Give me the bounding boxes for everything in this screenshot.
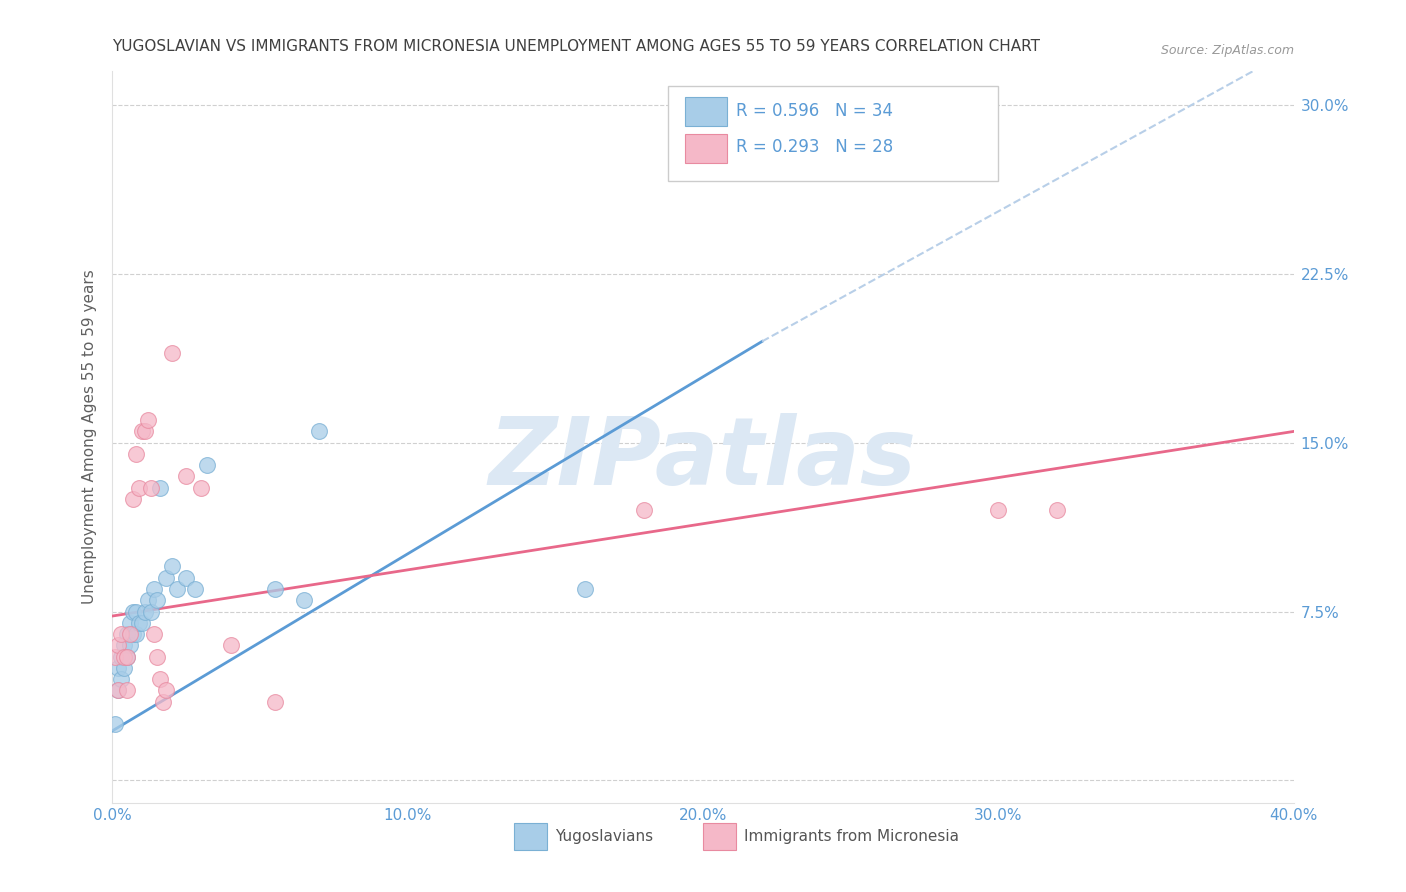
Point <box>149 481 172 495</box>
Point <box>308 425 330 439</box>
Text: Source: ZipAtlas.com: Source: ZipAtlas.com <box>1160 44 1294 57</box>
Bar <box>685 97 727 127</box>
Point <box>120 615 142 630</box>
Bar <box>703 822 737 850</box>
Point <box>125 605 148 619</box>
Point <box>128 481 150 495</box>
Point <box>112 638 135 652</box>
Point <box>190 481 212 495</box>
Point <box>117 683 138 698</box>
Point <box>174 571 197 585</box>
FancyBboxPatch shape <box>668 86 998 181</box>
Point <box>112 649 135 664</box>
Point <box>264 694 287 708</box>
Point <box>107 683 129 698</box>
Point <box>146 649 169 664</box>
Point <box>264 582 287 596</box>
Point <box>155 571 177 585</box>
Point <box>633 503 655 517</box>
Text: Immigrants from Micronesia: Immigrants from Micronesia <box>744 829 959 844</box>
Point <box>125 627 148 641</box>
Point <box>110 627 132 641</box>
Point <box>117 649 138 664</box>
Point <box>117 627 138 641</box>
Point <box>219 638 242 652</box>
Point <box>134 605 156 619</box>
Point <box>110 672 132 686</box>
Point <box>152 694 174 708</box>
Point <box>112 661 135 675</box>
Point <box>751 143 773 157</box>
Point <box>136 593 159 607</box>
Point <box>104 649 127 664</box>
Point <box>125 447 148 461</box>
Point <box>155 683 177 698</box>
Point <box>107 638 129 652</box>
Bar <box>515 822 547 850</box>
Bar <box>685 134 727 163</box>
Point <box>987 503 1010 517</box>
Point <box>134 425 156 439</box>
Point <box>107 683 129 698</box>
Point <box>122 491 145 506</box>
Point <box>122 605 145 619</box>
Text: R = 0.596   N = 34: R = 0.596 N = 34 <box>737 102 893 120</box>
Point <box>166 582 188 596</box>
Point <box>104 717 127 731</box>
Point <box>160 559 183 574</box>
Text: R = 0.293   N = 28: R = 0.293 N = 28 <box>737 138 893 156</box>
Text: YUGOSLAVIAN VS IMMIGRANTS FROM MICRONESIA UNEMPLOYMENT AMONG AGES 55 TO 59 YEARS: YUGOSLAVIAN VS IMMIGRANTS FROM MICRONESI… <box>112 38 1040 54</box>
Point <box>184 582 207 596</box>
Point <box>122 627 145 641</box>
Point <box>1046 503 1069 517</box>
Point <box>131 615 153 630</box>
Point <box>142 582 165 596</box>
Point <box>120 627 142 641</box>
Point <box>174 469 197 483</box>
Point <box>117 649 138 664</box>
Point <box>139 481 162 495</box>
Y-axis label: Unemployment Among Ages 55 to 59 years: Unemployment Among Ages 55 to 59 years <box>82 269 97 605</box>
Point <box>110 649 132 664</box>
Point <box>160 345 183 359</box>
Point <box>128 615 150 630</box>
Point <box>142 627 165 641</box>
Text: Yugoslavians: Yugoslavians <box>555 829 654 844</box>
Point <box>120 638 142 652</box>
Point <box>136 413 159 427</box>
Point <box>139 605 162 619</box>
Point <box>131 425 153 439</box>
Point <box>107 661 129 675</box>
Point <box>574 582 596 596</box>
Text: ZIPatlas: ZIPatlas <box>489 413 917 505</box>
Point <box>146 593 169 607</box>
Point <box>292 593 315 607</box>
Point <box>149 672 172 686</box>
Point <box>195 458 218 473</box>
